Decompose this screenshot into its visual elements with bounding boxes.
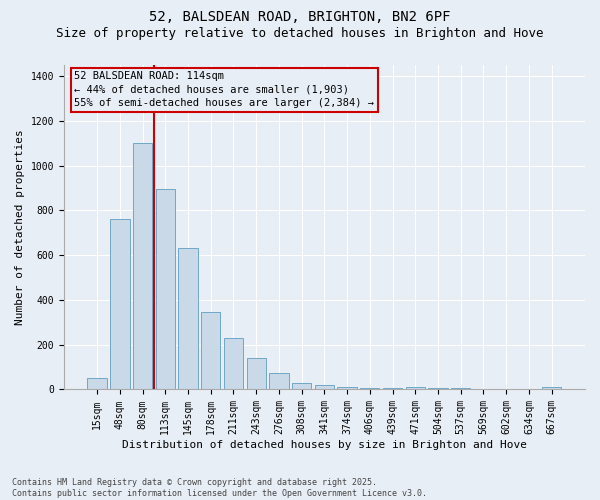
Bar [155, 189, 175, 390]
Bar [406, 387, 425, 390]
Bar [292, 383, 311, 390]
Bar [428, 388, 448, 390]
Bar [337, 387, 357, 390]
Bar [497, 389, 516, 390]
Bar [133, 144, 152, 390]
Bar [269, 372, 289, 390]
Bar [178, 248, 197, 390]
Bar [201, 312, 220, 390]
Bar [542, 387, 562, 390]
Bar [383, 388, 402, 390]
Bar [315, 386, 334, 390]
Bar [110, 220, 130, 390]
Text: 52, BALSDEAN ROAD, BRIGHTON, BN2 6PF: 52, BALSDEAN ROAD, BRIGHTON, BN2 6PF [149, 10, 451, 24]
Text: Contains HM Land Registry data © Crown copyright and database right 2025.
Contai: Contains HM Land Registry data © Crown c… [12, 478, 427, 498]
X-axis label: Distribution of detached houses by size in Brighton and Hove: Distribution of detached houses by size … [122, 440, 527, 450]
Y-axis label: Number of detached properties: Number of detached properties [15, 130, 25, 325]
Bar [360, 388, 379, 390]
Bar [247, 358, 266, 390]
Bar [451, 388, 470, 390]
Text: 52 BALSDEAN ROAD: 114sqm
← 44% of detached houses are smaller (1,903)
55% of sem: 52 BALSDEAN ROAD: 114sqm ← 44% of detach… [74, 72, 374, 108]
Bar [224, 338, 243, 390]
Bar [474, 389, 493, 390]
Bar [88, 378, 107, 390]
Text: Size of property relative to detached houses in Brighton and Hove: Size of property relative to detached ho… [56, 28, 544, 40]
